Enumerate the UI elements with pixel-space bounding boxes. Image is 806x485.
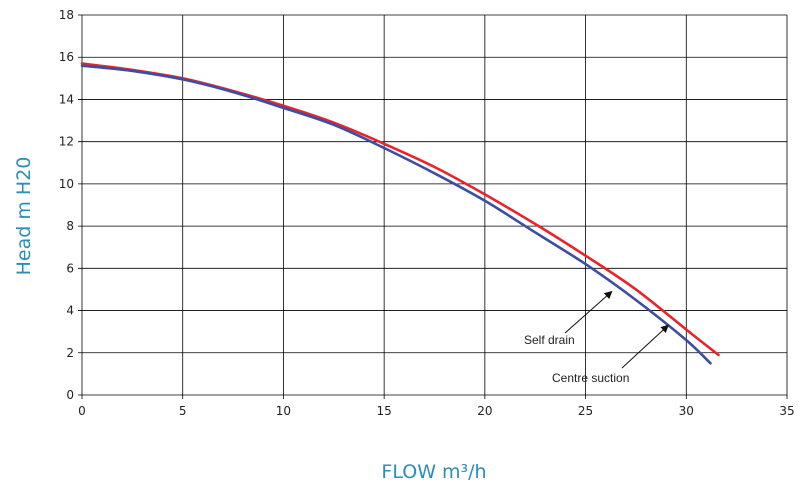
tick-labels: 0 5 10 15 20 25 30 35 0 2 4 6 8 10 12 14 16 18 xyxy=(59,8,795,418)
x-tick-label: 5 xyxy=(179,404,187,418)
y-tick-label: 4 xyxy=(66,304,74,318)
series-group xyxy=(80,62,720,365)
y-tick-label: 0 xyxy=(66,388,74,402)
x-tick-label: 25 xyxy=(578,404,593,418)
annotations: Self drain Centre suction xyxy=(524,290,669,385)
x-tick-label: 10 xyxy=(276,404,291,418)
centre-suction-label: Centre suction xyxy=(552,371,629,385)
y-tick-label: 2 xyxy=(66,346,74,360)
y-tick-label: 16 xyxy=(59,50,74,64)
x-axis-title: FLOW m³/h xyxy=(381,461,486,483)
y-axis-title: Head m H20 xyxy=(13,157,35,276)
x-tick-label: 20 xyxy=(477,404,492,418)
x-tick-label: 35 xyxy=(779,404,794,418)
y-tick-label: 10 xyxy=(59,177,74,191)
self-drain-label: Self drain xyxy=(524,333,575,347)
self-drain-arrow xyxy=(564,290,613,334)
grid xyxy=(78,14,788,399)
centre-suction-series-line xyxy=(80,64,712,365)
centre-suction-arrow xyxy=(621,324,669,369)
x-tick-label: 0 xyxy=(78,404,86,418)
y-tick-label: 18 xyxy=(59,8,74,22)
y-tick-label: 8 xyxy=(66,219,74,233)
y-tick-label: 6 xyxy=(66,261,74,275)
self-drain-series-line xyxy=(80,62,720,357)
x-tick-label: 15 xyxy=(377,404,392,418)
x-tick-label: 30 xyxy=(679,404,694,418)
y-tick-label: 12 xyxy=(59,135,74,149)
y-tick-label: 14 xyxy=(59,92,74,106)
